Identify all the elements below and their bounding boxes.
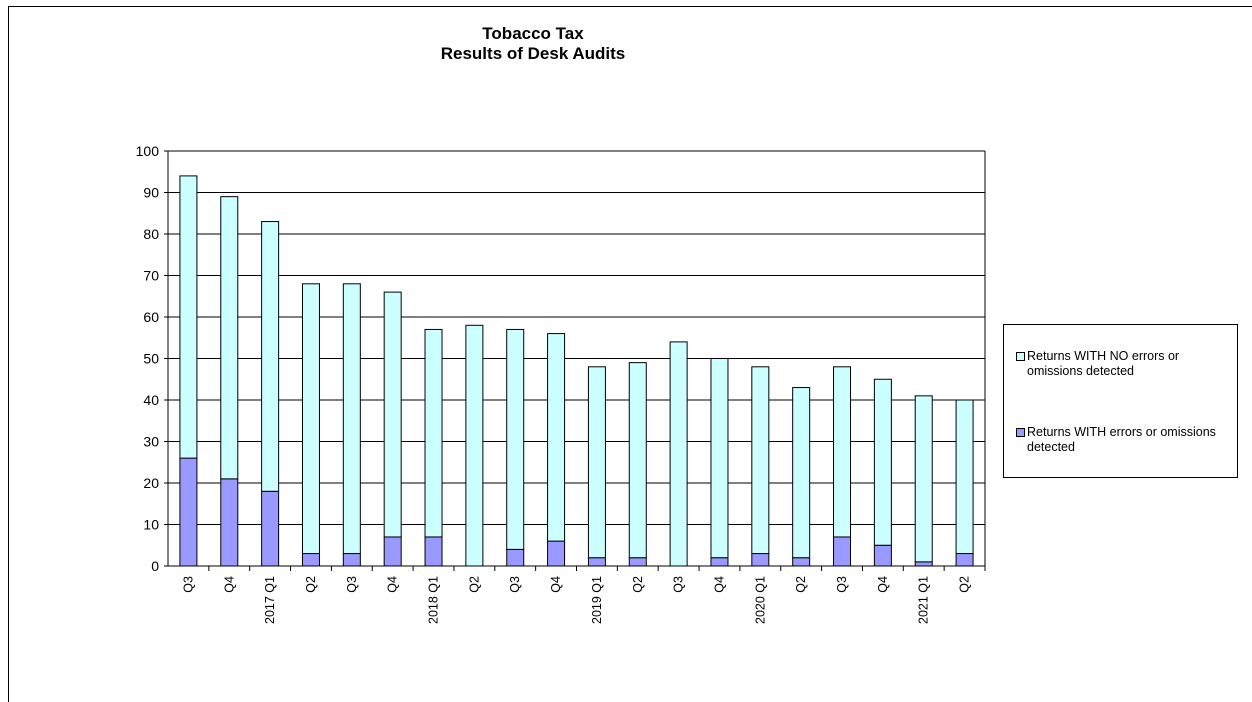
chart-title: Tobacco Tax xyxy=(482,24,584,43)
bar-no-errors-segment xyxy=(547,333,566,542)
legend-item-no-errors: Returns WITH NO errors or omissions dete… xyxy=(1016,349,1237,379)
legend-swatch-errors xyxy=(1016,428,1025,437)
bar-no-errors-segment xyxy=(914,395,933,563)
bar-no-errors-segment xyxy=(587,366,606,559)
bar-errors-segment xyxy=(424,536,443,567)
bar-no-errors-segment xyxy=(220,196,239,480)
x-tick-label: Q3 xyxy=(672,576,686,593)
y-tick-label: 30 xyxy=(143,434,159,450)
bar-errors-segment xyxy=(179,457,198,567)
legend-swatch-no-errors xyxy=(1016,352,1025,361)
x-tick-label: 2017 Q1 xyxy=(263,576,277,624)
bar-errors-segment xyxy=(833,536,852,567)
bar-errors-segment xyxy=(301,553,320,567)
y-tick-label: 100 xyxy=(136,143,160,159)
bar-no-errors-segment xyxy=(506,328,525,550)
bar-no-errors-segment xyxy=(301,283,320,555)
bar-errors-segment xyxy=(751,553,770,567)
y-tick-label: 50 xyxy=(143,351,159,367)
chart-title-block: Tobacco Tax Results of Desk Audits xyxy=(300,24,766,64)
chart-frame xyxy=(8,6,1252,702)
bar-no-errors-segment xyxy=(669,341,688,567)
bar-errors-segment xyxy=(342,553,361,567)
x-tick-label: Q4 xyxy=(386,576,400,593)
x-tick-label: Q3 xyxy=(345,576,359,593)
legend-label-errors: Returns WITH errors or omissions detecte… xyxy=(1027,425,1216,454)
bar-no-errors-segment xyxy=(792,387,811,559)
bar-no-errors-segment xyxy=(628,362,647,559)
bar-errors-segment xyxy=(587,557,606,567)
bar-errors-segment xyxy=(710,557,729,567)
bar-errors-segment xyxy=(547,540,566,567)
chart-subtitle: Results of Desk Audits xyxy=(440,44,626,63)
bar-errors-segment xyxy=(792,557,811,567)
bar-errors-segment xyxy=(383,536,402,567)
bar-errors-segment xyxy=(628,557,647,567)
x-tick-label: 2021 Q1 xyxy=(917,576,931,624)
y-tick-label: 20 xyxy=(143,475,159,491)
bar-errors-segment xyxy=(914,561,933,567)
bar-no-errors-segment xyxy=(833,366,852,538)
bar-no-errors-segment xyxy=(383,291,402,538)
bar-errors-segment xyxy=(955,553,974,567)
legend-label-no-errors: Returns WITH NO errors or omissions dete… xyxy=(1027,349,1180,378)
y-tick-label: 40 xyxy=(143,392,159,408)
bar-no-errors-segment xyxy=(179,175,198,459)
x-tick-label: Q2 xyxy=(958,576,972,593)
bar-errors-segment xyxy=(261,490,280,567)
bar-no-errors-segment xyxy=(342,283,361,555)
bar-no-errors-segment xyxy=(261,221,280,492)
x-tick-label: Q2 xyxy=(631,576,645,593)
x-tick-label: Q4 xyxy=(222,576,236,593)
bar-no-errors-segment xyxy=(424,328,443,538)
x-tick-label: Q2 xyxy=(467,576,481,593)
x-tick-label: Q4 xyxy=(712,576,726,593)
legend-item-errors: Returns WITH errors or omissions detecte… xyxy=(1016,425,1237,455)
chart-legend: Returns WITH NO errors or omissions dete… xyxy=(1003,324,1238,478)
bar-no-errors-segment xyxy=(751,366,770,555)
y-tick-label: 60 xyxy=(143,309,159,325)
y-tick-label: 70 xyxy=(143,268,159,284)
x-tick-label: Q4 xyxy=(876,576,890,593)
x-tick-label: 2019 Q1 xyxy=(590,576,604,624)
y-tick-label: 0 xyxy=(151,558,159,574)
x-tick-label: Q2 xyxy=(304,576,318,593)
y-tick-label: 90 xyxy=(143,185,159,201)
bar-no-errors-segment xyxy=(955,399,974,555)
x-tick-label: Q4 xyxy=(549,576,563,593)
bar-no-errors-segment xyxy=(873,378,892,546)
x-tick-label: Q2 xyxy=(794,576,808,593)
y-tick-label: 80 xyxy=(143,226,159,242)
y-tick-label: 10 xyxy=(143,517,159,533)
bar-errors-segment xyxy=(873,544,892,567)
bar-no-errors-segment xyxy=(710,358,729,559)
x-tick-label: Q3 xyxy=(508,576,522,593)
x-tick-label: 2018 Q1 xyxy=(427,576,441,624)
x-tick-label: 2020 Q1 xyxy=(753,576,767,624)
bar-errors-segment xyxy=(506,548,525,567)
x-tick-label: Q3 xyxy=(181,576,195,593)
bar-no-errors-segment xyxy=(465,324,484,567)
bar-errors-segment xyxy=(220,478,239,567)
x-tick-label: Q3 xyxy=(835,576,849,593)
